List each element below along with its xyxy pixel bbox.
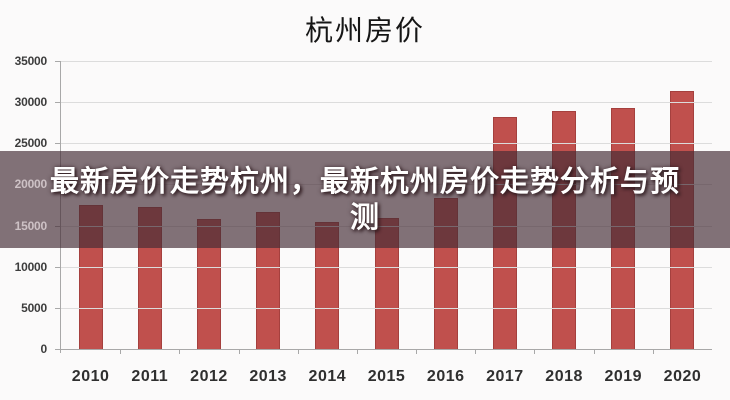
watermark-overlay: 最新房价走势杭州，最新杭州房价走势分析与预 测 (0, 151, 730, 248)
y-tick-label-5000: 5000 (21, 300, 47, 315)
x-tickmark-8 (534, 350, 536, 354)
x-axis-line (56, 349, 712, 350)
x-tickmark-4 (297, 350, 299, 354)
x-tickmark-7 (475, 350, 477, 354)
y-tick-label-15000: 15000 (14, 218, 48, 233)
gridline-5000 (61, 307, 712, 309)
x-tick-label-2014: 2014 (308, 368, 347, 385)
x-tick-label-2020: 2020 (663, 368, 702, 385)
x-tickmark-2 (179, 350, 181, 354)
x-tick-label-2018: 2018 (545, 368, 583, 385)
gridline-25000 (61, 143, 712, 145)
y-tickmark-25000 (55, 143, 60, 145)
y-tick-label-30000: 30000 (14, 95, 48, 110)
y-tick-label-0: 0 (40, 342, 48, 356)
watermark-text-line1: 最新房价走势杭州，最新杭州房价走势分析与预 (49, 165, 680, 198)
x-tickmark-1 (120, 350, 122, 354)
x-tickmark-9 (593, 350, 595, 354)
x-tick-label-2013: 2013 (249, 368, 287, 385)
x-tick-label-2016: 2016 (426, 368, 465, 385)
gridline-35000 (61, 61, 712, 62)
y-tickmark-10000 (55, 266, 60, 268)
y-tickmark-30000 (55, 102, 60, 104)
x-tick-label-2015: 2015 (367, 368, 406, 385)
x-axis-labels: 2010 2011 2012 2013 2014 2015 2016 2017 2018 2019… (61, 363, 712, 393)
x-tickmark-3 (238, 350, 240, 354)
x-tick-label-2011: 2011 (131, 368, 169, 385)
x-tick-label-2019: 2019 (604, 368, 643, 385)
y-tickmark-0 (55, 349, 60, 350)
gridline-30000 (61, 102, 712, 104)
y-tick-label-20000: 20000 (14, 177, 48, 192)
y-axis-labels: 0 5000 10000 15000 20000 25000 30000 35000 (0, 54, 52, 356)
x-tick-label-2012: 2012 (190, 368, 228, 385)
y-tickmark-35000 (55, 61, 60, 62)
chart-title: 杭州房价 (304, 16, 425, 47)
y-tick-label-35000: 35000 (14, 54, 48, 68)
x-tickmark-10 (652, 350, 654, 354)
x-tick-label-2017: 2017 (486, 368, 524, 385)
y-tick-label-10000: 10000 (14, 259, 48, 274)
gridline-10000 (61, 266, 712, 268)
y-tick-label-25000: 25000 (14, 136, 48, 151)
x-tick-label-2010: 2010 (71, 368, 110, 385)
x-tickmark-6 (416, 350, 418, 354)
y-tickmark-5000 (55, 307, 60, 309)
watermark-text-line2: 测 (349, 201, 380, 234)
x-tickmark-5 (356, 350, 358, 354)
